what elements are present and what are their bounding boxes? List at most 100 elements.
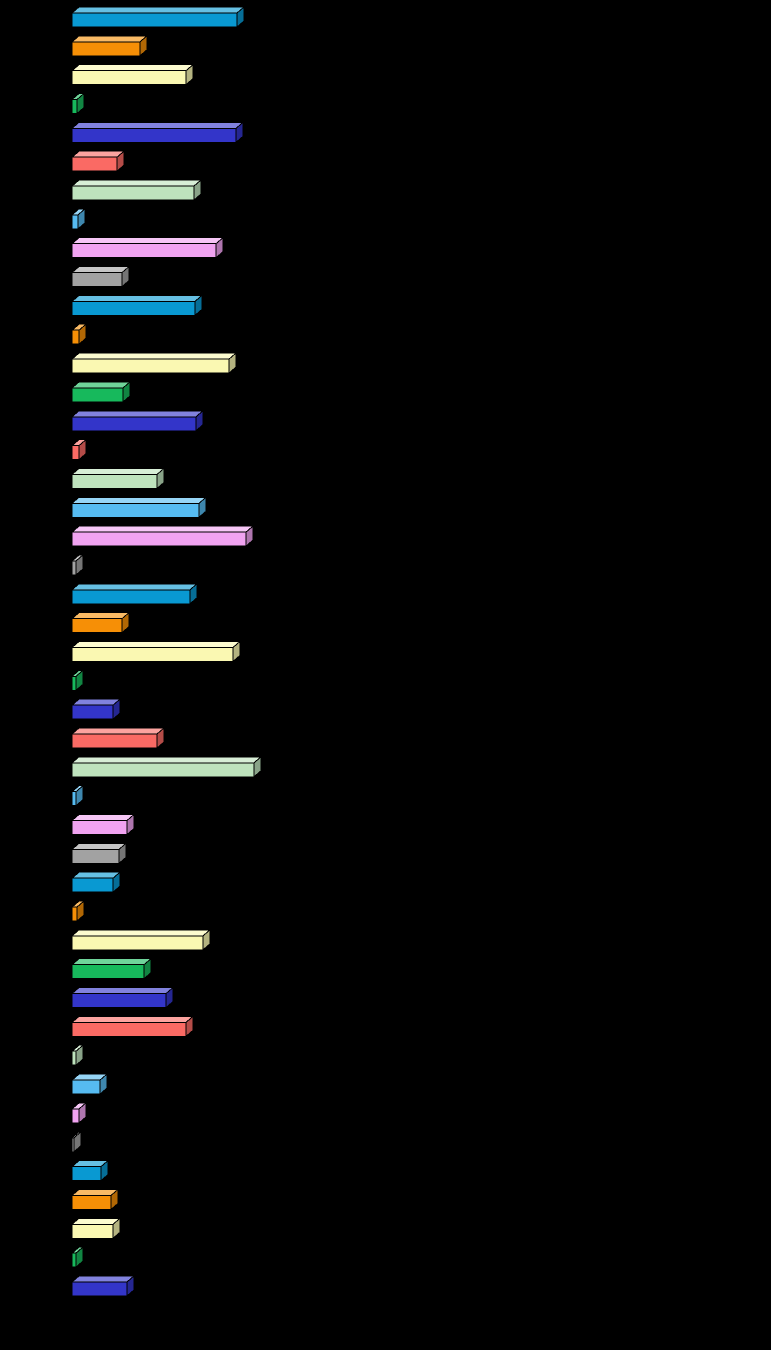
- bar-side-face: [121, 611, 130, 634]
- bar-row-32: [70, 899, 86, 923]
- bar-row-12: [70, 323, 88, 346]
- bar-top-face: [70, 871, 122, 879]
- bar-side-face: [76, 899, 85, 923]
- bar-top-face: [70, 35, 149, 43]
- bar-side-face: [232, 640, 241, 663]
- bar-row-31: [70, 871, 122, 894]
- bar-side-face: [110, 1188, 119, 1211]
- bar-front-face: [71, 127, 237, 143]
- bar-front-face: [71, 1166, 102, 1182]
- bar-front-face: [71, 618, 123, 634]
- bar-front-face: [71, 906, 78, 922]
- bar-front-face: [71, 70, 187, 86]
- bar-side-face: [195, 409, 204, 432]
- bar-row-40: [70, 1130, 83, 1153]
- bar-top-face: [70, 1188, 120, 1196]
- bar-row-28: [70, 784, 85, 807]
- bar-side-face: [185, 63, 194, 86]
- bar-side-face: [202, 928, 211, 951]
- bar-front-face: [71, 214, 79, 230]
- bar-front-face: [71, 762, 255, 778]
- bar-row-16: [70, 438, 88, 461]
- bar-row-34: [70, 957, 153, 980]
- bar-side-face: [78, 323, 87, 346]
- bar-front-face: [71, 387, 124, 403]
- bar-side-face: [75, 669, 84, 692]
- bar-side-face: [112, 1217, 121, 1240]
- bar-row-19: [70, 525, 255, 548]
- bar-row-37: [70, 1044, 85, 1067]
- bar-side-face: [122, 380, 131, 404]
- bar-row-21: [70, 582, 199, 605]
- bar-side-face: [194, 294, 203, 317]
- bar-front-face: [71, 41, 141, 57]
- bar-side-face: [77, 207, 86, 230]
- bar-side-face: [112, 871, 121, 894]
- bar-side-face: [143, 957, 152, 980]
- bar-top-face: [70, 1275, 136, 1283]
- bar-row-6: [70, 150, 126, 173]
- bar-row-13: [70, 351, 238, 375]
- bar-row-15: [70, 409, 205, 432]
- bar-front-face: [71, 791, 77, 807]
- bar-side-face: [126, 1274, 135, 1298]
- bar-top-face: [70, 467, 166, 475]
- bar-side-face: [99, 1072, 108, 1096]
- bar-row-27: [70, 755, 263, 778]
- bar-front-face: [71, 531, 247, 547]
- bar-side-face: [253, 755, 262, 778]
- bar-side-face: [193, 178, 202, 202]
- bar-side-face: [126, 813, 135, 836]
- bar-top-face: [70, 612, 131, 620]
- bar-row-44: [70, 1246, 85, 1269]
- bar-row-42: [70, 1188, 120, 1211]
- bar-top-face: [70, 150, 126, 158]
- bar-side-face: [112, 698, 121, 721]
- bar-side-face: [118, 842, 127, 865]
- bar-row-9: [70, 236, 225, 259]
- bar-front-face: [71, 1223, 114, 1239]
- bar-row-29: [70, 813, 136, 836]
- bar-top-face: [70, 179, 203, 187]
- bar-front-face: [71, 445, 80, 461]
- bar-row-25: [70, 698, 122, 721]
- bar-front-face: [71, 1281, 128, 1297]
- bar-side-face: [215, 236, 224, 259]
- bar-front-face: [71, 733, 158, 749]
- bar-top-face: [70, 987, 175, 995]
- bar-row-26: [70, 726, 166, 750]
- bar-front-face: [71, 820, 128, 836]
- bar-side-face: [100, 1159, 109, 1182]
- bar-side-face: [235, 121, 244, 144]
- bar-front-face: [71, 848, 120, 864]
- bar-top-face: [70, 842, 128, 850]
- bar-row-3: [70, 63, 195, 86]
- bar-top-face: [70, 64, 195, 72]
- bar-row-22: [70, 611, 131, 634]
- bar-top-face: [70, 266, 131, 274]
- bar-front-face: [71, 502, 200, 518]
- bar-top-face: [70, 6, 246, 14]
- bar-top-face: [70, 1015, 195, 1023]
- bar-front-face: [71, 243, 217, 259]
- bar-front-face: [71, 1194, 112, 1210]
- bar-row-33: [70, 928, 212, 951]
- bar-top-face: [70, 756, 263, 764]
- bar-side-face: [75, 553, 84, 577]
- bar-top-face: [70, 583, 199, 591]
- bar-side-face: [76, 92, 85, 115]
- bar-row-7: [70, 178, 203, 202]
- bar-front-face: [71, 272, 123, 288]
- bar-front-face: [71, 964, 145, 980]
- bar-row-1: [70, 5, 246, 29]
- bar-row-36: [70, 1015, 195, 1038]
- bar-front-face: [71, 993, 167, 1009]
- bar-row-39: [70, 1101, 88, 1125]
- bar-row-17: [70, 467, 166, 490]
- bar-top-face: [70, 410, 205, 418]
- bar-front-face: [71, 12, 238, 28]
- bar-row-2: [70, 34, 149, 57]
- bar-row-18: [70, 496, 208, 519]
- bar-row-24: [70, 669, 85, 692]
- bar-front-face: [71, 300, 196, 316]
